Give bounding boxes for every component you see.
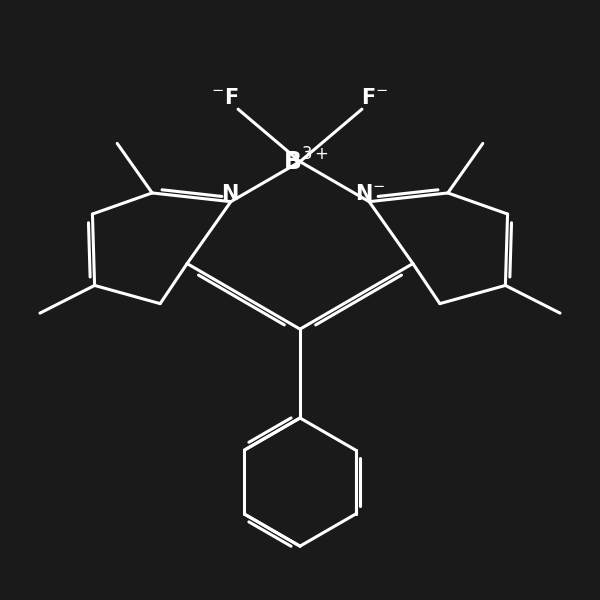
Text: N: N: [221, 184, 238, 205]
Text: $\mathbf{B}^{3+}$: $\mathbf{B}^{3+}$: [283, 148, 329, 175]
Text: $^{-}$F: $^{-}$F: [211, 88, 239, 108]
Text: F$^{-}$: F$^{-}$: [361, 88, 389, 108]
Text: N$^{-}$: N$^{-}$: [355, 184, 386, 205]
